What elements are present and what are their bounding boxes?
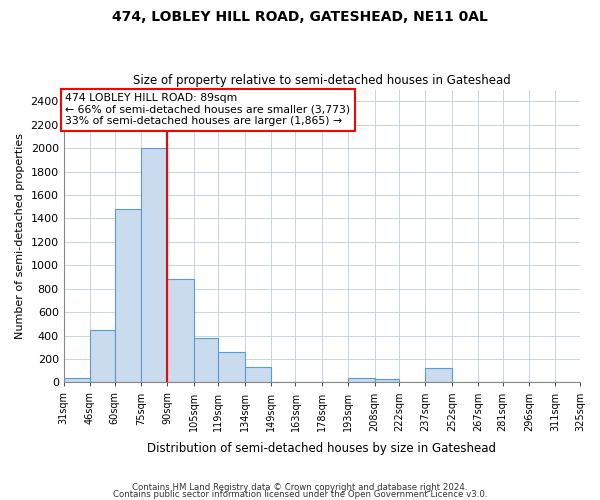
Title: Size of property relative to semi-detached houses in Gateshead: Size of property relative to semi-detach…	[133, 74, 511, 87]
Bar	[64, 378, 90, 382]
Bar	[348, 378, 374, 382]
Text: 474 LOBLEY HILL ROAD: 89sqm
← 66% of semi-detached houses are smaller (3,773)
33: 474 LOBLEY HILL ROAD: 89sqm ← 66% of sem…	[65, 93, 350, 126]
Text: Contains public sector information licensed under the Open Government Licence v3: Contains public sector information licen…	[113, 490, 487, 499]
Bar	[167, 280, 194, 382]
Bar	[115, 209, 141, 382]
Bar	[374, 379, 399, 382]
Bar	[194, 338, 218, 382]
Bar	[90, 330, 115, 382]
Bar	[425, 368, 452, 382]
Text: Contains HM Land Registry data © Crown copyright and database right 2024.: Contains HM Land Registry data © Crown c…	[132, 484, 468, 492]
Y-axis label: Number of semi-detached properties: Number of semi-detached properties	[15, 133, 25, 339]
Bar	[141, 148, 167, 382]
X-axis label: Distribution of semi-detached houses by size in Gateshead: Distribution of semi-detached houses by …	[148, 442, 496, 455]
Bar	[218, 352, 245, 382]
Bar	[245, 367, 271, 382]
Text: 474, LOBLEY HILL ROAD, GATESHEAD, NE11 0AL: 474, LOBLEY HILL ROAD, GATESHEAD, NE11 0…	[112, 10, 488, 24]
